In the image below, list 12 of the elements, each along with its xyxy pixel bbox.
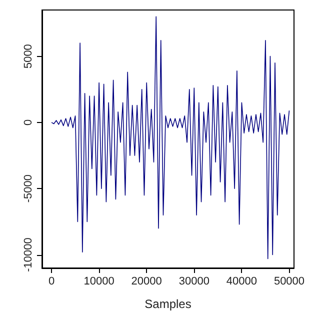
- y-tick-label: 5000: [22, 44, 34, 69]
- x-tick-label: 40000: [226, 276, 257, 288]
- x-tick-label: 50000: [274, 276, 305, 288]
- x-tick-label: 10000: [84, 276, 114, 288]
- y-tick-label: 0: [22, 119, 34, 126]
- line-series: [51, 16, 290, 260]
- x-axis-title: Samples: [144, 297, 192, 311]
- x-tick-label: 0: [48, 276, 55, 288]
- x-tick-label: 30000: [178, 276, 210, 288]
- y-tick-label: -5000: [22, 174, 34, 203]
- x-tick-label: 20000: [131, 276, 162, 288]
- y-tick-label: -10000: [22, 238, 34, 272]
